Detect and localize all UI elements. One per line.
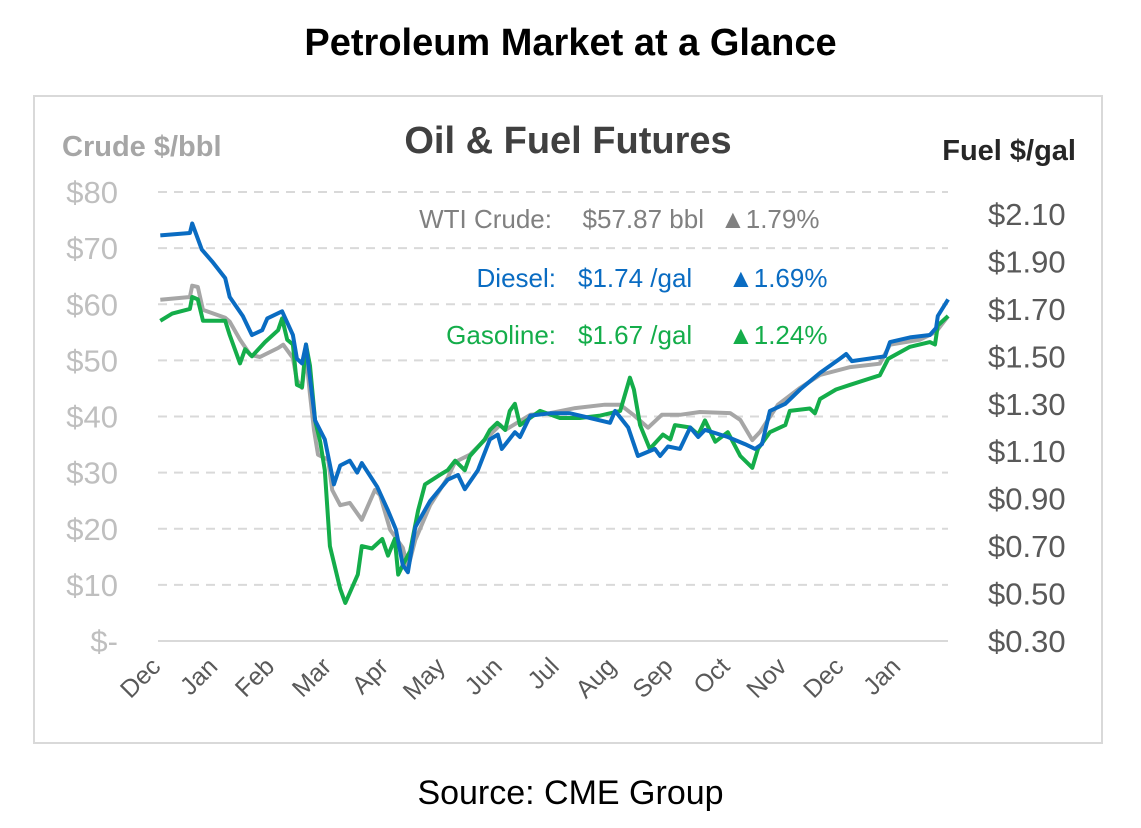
- y-right-tick-label: $0.70: [988, 529, 1066, 564]
- y-left-tick-label: $40: [66, 400, 118, 435]
- diesel-line: [160, 221, 950, 575]
- y-right-tick-label: $1.50: [988, 339, 1066, 374]
- diesel-annotation-label: Diesel:: [477, 263, 556, 293]
- chart-title: Oil & Fuel Futures: [404, 120, 731, 162]
- x-tick-label: Mar: [287, 652, 337, 702]
- chart-frame: [33, 95, 1103, 744]
- y-right-tick-label: $0.50: [988, 577, 1066, 612]
- y-left-tick-label: $10: [66, 568, 118, 603]
- crude-annotation-change: ▲1.79%: [720, 204, 819, 234]
- y-right-tick-label: $1.90: [988, 244, 1066, 279]
- x-tick-label: Jun: [459, 652, 507, 700]
- x-tick-label: Nov: [741, 652, 793, 704]
- y-left-tick-label: $20: [66, 512, 118, 547]
- gasoline-line: [159, 295, 950, 605]
- x-tick-label: Dec: [115, 652, 166, 703]
- crude-annotation-value: $57.87 bbl: [583, 204, 704, 234]
- y-axis-right-label: Fuel $/gal: [942, 135, 1076, 167]
- diesel-annotation-change: ▲1.69%: [728, 263, 827, 293]
- x-tick-label: May: [398, 652, 452, 706]
- x-tick-label: Oct: [688, 652, 735, 699]
- x-tick-label: Jan: [858, 652, 906, 700]
- y-left-tick-label: $60: [66, 287, 118, 322]
- y-right-tick-label: $1.70: [988, 292, 1066, 327]
- gasoline-annotation-change: ▲1.24%: [728, 320, 827, 350]
- y-left-tick-label: $30: [66, 456, 118, 491]
- crude-annotation-label: WTI Crude:: [419, 204, 552, 234]
- y-right-tick-label: $1.30: [988, 387, 1066, 422]
- x-tick-label: Jul: [522, 652, 564, 694]
- y-right-tick-label: $0.30: [988, 624, 1066, 659]
- y-axis-left-label: Crude $/bbl: [62, 131, 222, 163]
- x-tick-label: Dec: [798, 652, 849, 703]
- diesel-annotation-value: $1.74 /gal: [578, 263, 692, 293]
- y-right-tick-label: $0.90: [988, 482, 1066, 517]
- x-tick-label: Apr: [347, 652, 394, 699]
- y-left-tick-label: $70: [66, 231, 118, 266]
- x-tick-label: Feb: [230, 652, 280, 702]
- x-tick-label: Jan: [175, 652, 223, 700]
- x-tick-label: Aug: [570, 652, 621, 703]
- crude-line: [160, 283, 950, 570]
- y-left-tick-label: $80: [66, 175, 118, 210]
- y-left-tick-label: $50: [66, 343, 118, 378]
- y-right-tick-label: $1.10: [988, 434, 1066, 469]
- source-note: Source: CME Group: [417, 774, 724, 812]
- gasoline-annotation-label: Gasoline:: [446, 320, 556, 350]
- y-left-tick-label: $-: [90, 624, 118, 659]
- y-right-tick-label: $2.10: [988, 197, 1066, 232]
- page-title: Petroleum Market at a Glance: [304, 22, 837, 64]
- x-tick-label: Sep: [627, 652, 678, 703]
- gasoline-annotation-value: $1.67 /gal: [578, 320, 692, 350]
